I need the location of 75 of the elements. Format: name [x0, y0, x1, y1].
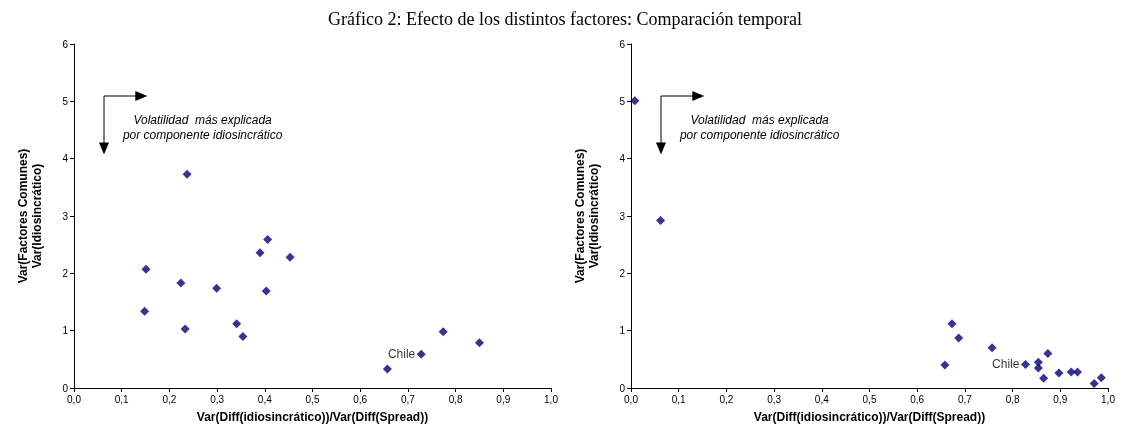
x-tick-label: 0,5	[305, 393, 320, 405]
y-axis-title: Var(Factores Comunes) Var(Idiosincrático)	[573, 148, 601, 284]
x-tick-label: 0,3	[767, 393, 782, 405]
point	[1020, 359, 1030, 369]
point	[1043, 349, 1053, 359]
x-tick-label: 0,0	[67, 393, 82, 405]
chart-title: Gráfico 2: Efecto de los distintos factores: Comparación temporal	[327, 8, 803, 30]
x-tick-label: 0,5	[862, 393, 877, 405]
point	[987, 343, 997, 353]
y-tick-label: 6	[62, 38, 69, 50]
point	[261, 286, 271, 296]
annotation: Volatilidad más explicada por componente idiosincrático	[121, 113, 283, 143]
point	[416, 349, 426, 359]
x-tick-label: 0,2	[719, 393, 734, 405]
x-tick-label: 0,0	[624, 393, 639, 405]
annotation: Chile	[387, 347, 416, 362]
y-axis-title: Var(Factores Comunes) Var(Idiosincrático)	[16, 148, 44, 284]
y-tick-label: 0	[619, 382, 626, 394]
point	[180, 324, 190, 334]
y-tick-label: 1	[62, 325, 69, 337]
point	[947, 319, 957, 329]
annotation: Chile	[992, 357, 1020, 372]
y-tick-label: 5	[62, 95, 69, 107]
point	[630, 96, 640, 106]
point	[141, 264, 151, 274]
point	[382, 364, 392, 374]
point	[954, 333, 964, 343]
point	[1033, 363, 1043, 373]
point	[1072, 367, 1082, 377]
point	[140, 306, 150, 316]
point	[940, 360, 950, 370]
point	[232, 319, 242, 329]
x-tick-label: 0,7	[400, 393, 416, 405]
y-tick-label: 3	[619, 210, 626, 222]
x-axis-title: Var(Diff(idiosincrático))/Var(Diff(Spread))	[196, 410, 429, 424]
point	[656, 216, 666, 226]
x-tick-label: 0,1	[671, 393, 687, 405]
point	[1089, 378, 1099, 388]
y-tick-label: 4	[619, 153, 626, 165]
x-tick-label: 0,2	[162, 393, 177, 405]
x-tick-label: 0,8	[448, 393, 463, 405]
x-tick-label: 0,4	[814, 393, 830, 405]
annotation: Volatilidad más explicada por componente idiosincrático	[678, 113, 840, 143]
x-tick-label: 0,9	[496, 393, 511, 405]
y-tick-label: 1	[619, 325, 626, 337]
x-tick-label: 0,4	[257, 393, 273, 405]
point	[285, 252, 295, 262]
x-tick-label: 0,1	[114, 393, 130, 405]
point	[176, 278, 186, 288]
point	[1096, 373, 1106, 383]
point	[263, 235, 273, 245]
x-tick-label: 0,6	[353, 393, 368, 405]
point	[255, 248, 265, 258]
point	[182, 169, 192, 179]
y-tick-label: 4	[62, 153, 69, 165]
y-tick-label: 3	[62, 210, 69, 222]
y-tick-label: 2	[62, 267, 69, 279]
x-tick-label: 1,0	[544, 393, 559, 405]
y-tick-label: 2	[619, 267, 626, 279]
point	[1039, 373, 1049, 383]
point	[438, 327, 448, 337]
x-tick-label: 0,9	[1053, 393, 1068, 405]
x-tick-label: 0,3	[210, 393, 225, 405]
y-tick-label: 5	[619, 95, 626, 107]
point	[1054, 368, 1064, 378]
x-tick-label: 1,0	[1101, 393, 1116, 405]
x-tick-label: 0,8	[1005, 393, 1020, 405]
point	[238, 331, 248, 341]
x-tick-label: 0,6	[910, 393, 925, 405]
x-axis-title: Var(Diff(idiosincrático))/Var(Diff(Spread))	[753, 410, 986, 424]
y-tick-label: 6	[619, 38, 626, 50]
point	[212, 283, 222, 293]
x-tick-label: 0,7	[957, 393, 973, 405]
point	[474, 338, 484, 348]
y-tick-label: 0	[62, 382, 69, 394]
